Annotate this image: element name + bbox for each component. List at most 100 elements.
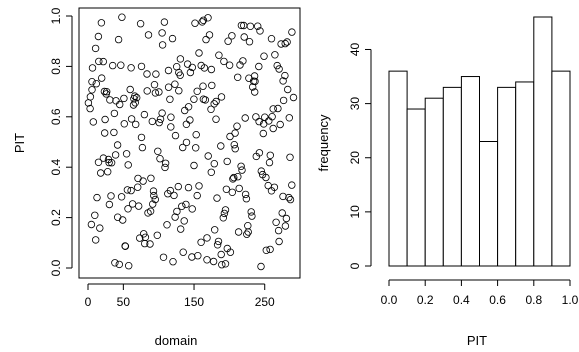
scatter-point: [148, 117, 156, 126]
scatter-point: [143, 87, 151, 95]
scatter-point: [167, 113, 175, 121]
scatter-point: [286, 195, 295, 204]
scatter-point: [86, 104, 94, 113]
scatter-point: [148, 200, 157, 208]
scatter-point: [248, 212, 256, 220]
histogram-bar: [497, 86, 517, 267]
histogram-bar: [551, 70, 571, 267]
scatter-point: [166, 95, 174, 103]
scatter-point: [186, 116, 194, 124]
scatter-point: [105, 158, 113, 167]
histogram-x-tick-label: 1.0: [562, 293, 579, 307]
scatter-point: [160, 18, 169, 26]
scatter-point: [272, 218, 280, 226]
scatter-point: [279, 96, 288, 105]
scatter-point: [133, 183, 142, 191]
scatter-point: [233, 122, 241, 130]
scatter-point: [126, 85, 134, 94]
scatter-point: [105, 200, 114, 209]
scatter-point: [178, 143, 187, 152]
scatter-point: [117, 193, 126, 201]
scatter-y-tick-label: 0.8: [49, 58, 63, 75]
scatter-point: [102, 87, 111, 96]
scatter-point: [141, 233, 150, 241]
scatter-point: [127, 64, 135, 72]
scatter-point: [151, 195, 159, 204]
scatter-point: [234, 228, 243, 236]
scatter-x-tick-label: 0: [85, 295, 92, 309]
scatter-point: [174, 182, 182, 191]
scatter-point: [282, 214, 291, 223]
scatter-x-tick-label: 150: [184, 295, 204, 309]
scatter-point: [120, 120, 128, 128]
scatter-point: [221, 260, 230, 268]
scatter-x-label: domain: [155, 333, 198, 348]
scatter-point: [214, 237, 223, 246]
scatter-point: [255, 62, 263, 71]
scatter-point: [255, 117, 263, 126]
scatter-point: [115, 100, 124, 109]
scatter-point: [288, 28, 296, 36]
histogram-x-tick-label: 0.2: [417, 293, 434, 307]
scatter-point: [190, 161, 198, 170]
scatter-point: [286, 153, 294, 161]
scatter-point: [266, 245, 274, 254]
scatter-point: [243, 230, 251, 238]
scatter-point: [137, 133, 146, 142]
scatter-point: [194, 251, 202, 260]
scatter-plot: 0 50 150 250 0.0 0.2 0.4 0.6 0.8 1.0 domain PIT: [12, 7, 301, 348]
scatter-x-axis: 0 50 150 250: [85, 283, 275, 309]
scatter-point: [284, 85, 292, 94]
scatter-point: [182, 138, 191, 147]
scatter-point: [143, 70, 151, 78]
scatter-point: [266, 151, 274, 159]
scatter-point: [195, 182, 203, 190]
scatter-point: [131, 92, 139, 100]
scatter-point: [127, 115, 136, 123]
scatter-point: [179, 248, 187, 256]
scatter-point: [276, 120, 284, 129]
scatter-point: [180, 106, 189, 115]
scatter-point: [191, 19, 199, 27]
scatter-point: [268, 112, 276, 121]
scatter-point: [224, 37, 232, 45]
scatter-point: [176, 55, 185, 63]
scatter-point: [246, 22, 255, 30]
scatter-point: [225, 61, 234, 69]
scatter-point: [279, 77, 287, 85]
scatter-point: [245, 38, 254, 46]
scatter-point: [193, 191, 201, 200]
scatter-point: [289, 93, 298, 102]
scatter-point: [220, 209, 229, 218]
scatter-point: [113, 141, 122, 149]
scatter-point: [283, 38, 291, 46]
scatter-point: [184, 103, 193, 111]
scatter-point: [135, 234, 144, 242]
scatter-point: [188, 63, 196, 72]
scatter-point: [118, 216, 127, 224]
scatter-point: [269, 124, 277, 133]
histogram-y-tick-label: 40: [348, 42, 362, 56]
histogram-x-tick-label: 0.6: [489, 293, 506, 307]
scatter-point: [122, 150, 131, 158]
histogram-y-tick-label: 20: [348, 151, 362, 165]
scatter-point: [202, 35, 210, 44]
scatter-point: [241, 114, 249, 122]
histogram-bar: [388, 70, 408, 267]
scatter-point: [131, 120, 140, 129]
scatter-point: [218, 261, 226, 269]
scatter-point: [139, 177, 147, 185]
scatter-point: [244, 221, 252, 230]
scatter-point: [190, 95, 198, 103]
scatter-point: [123, 186, 132, 194]
scatter-point: [262, 173, 270, 182]
scatter-point: [139, 230, 148, 238]
scatter-point: [247, 208, 255, 216]
scatter-point: [129, 101, 138, 109]
scatter-point: [204, 14, 212, 22]
scatter-point: [205, 31, 214, 39]
scatter-point: [244, 228, 252, 236]
scatter-point: [110, 109, 119, 118]
scatter-point: [155, 118, 163, 127]
scatter-y-axis: 0.0 0.2 0.4 0.6 0.8 1.0: [49, 7, 73, 276]
